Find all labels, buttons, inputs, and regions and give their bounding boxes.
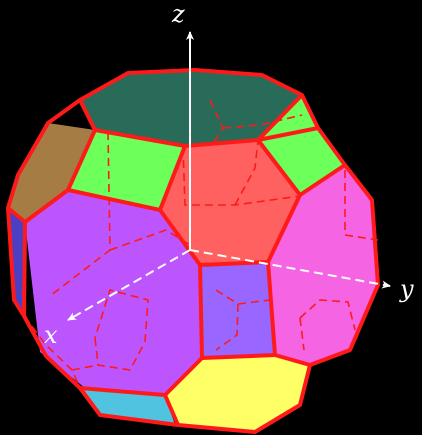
top-hexagon-face: [80, 70, 318, 146]
hidden-edge: [215, 289, 239, 351]
y-axis: [189, 249, 391, 289]
edge: [256, 138, 302, 197]
edge: [6, 129, 97, 224]
hidden-edge: [299, 317, 305, 351]
hidden-edge: [209, 99, 224, 145]
center-red-hexagon-face: [160, 140, 300, 265]
x-axis: [67, 249, 191, 321]
bottom-yellow-hexagon-face: [165, 355, 310, 432]
left-blue-square: [8, 208, 25, 316]
hidden-edge: [222, 114, 303, 129]
edge: [79, 386, 166, 397]
hidden-edge: [71, 364, 99, 371]
hidden-edge: [182, 146, 301, 206]
edge: [274, 353, 311, 367]
hidden-edges: [23, 99, 379, 389]
hidden-edge: [234, 139, 259, 206]
hidden-edge: [23, 315, 81, 389]
bottom-cyan-square: [80, 388, 175, 425]
y-axis-label: y: [399, 275, 414, 303]
z-axis-label: z: [171, 0, 185, 28]
hidden-edge: [344, 170, 379, 241]
upper-left-green-square: [68, 130, 185, 210]
hidden-edge: [94, 337, 146, 371]
visible-edges: [6, 68, 380, 434]
edge: [257, 126, 319, 142]
edge: [198, 261, 277, 360]
x-axis-label: x: [44, 321, 58, 349]
edge: [22, 221, 27, 317]
front-violet-hexagon-face: [25, 190, 202, 395]
hidden-edge: [94, 289, 149, 343]
left-hexagon-face: [8, 123, 95, 222]
axes: [67, 31, 391, 321]
hidden-edge: [237, 299, 271, 305]
hidden-edge: [299, 299, 356, 331]
